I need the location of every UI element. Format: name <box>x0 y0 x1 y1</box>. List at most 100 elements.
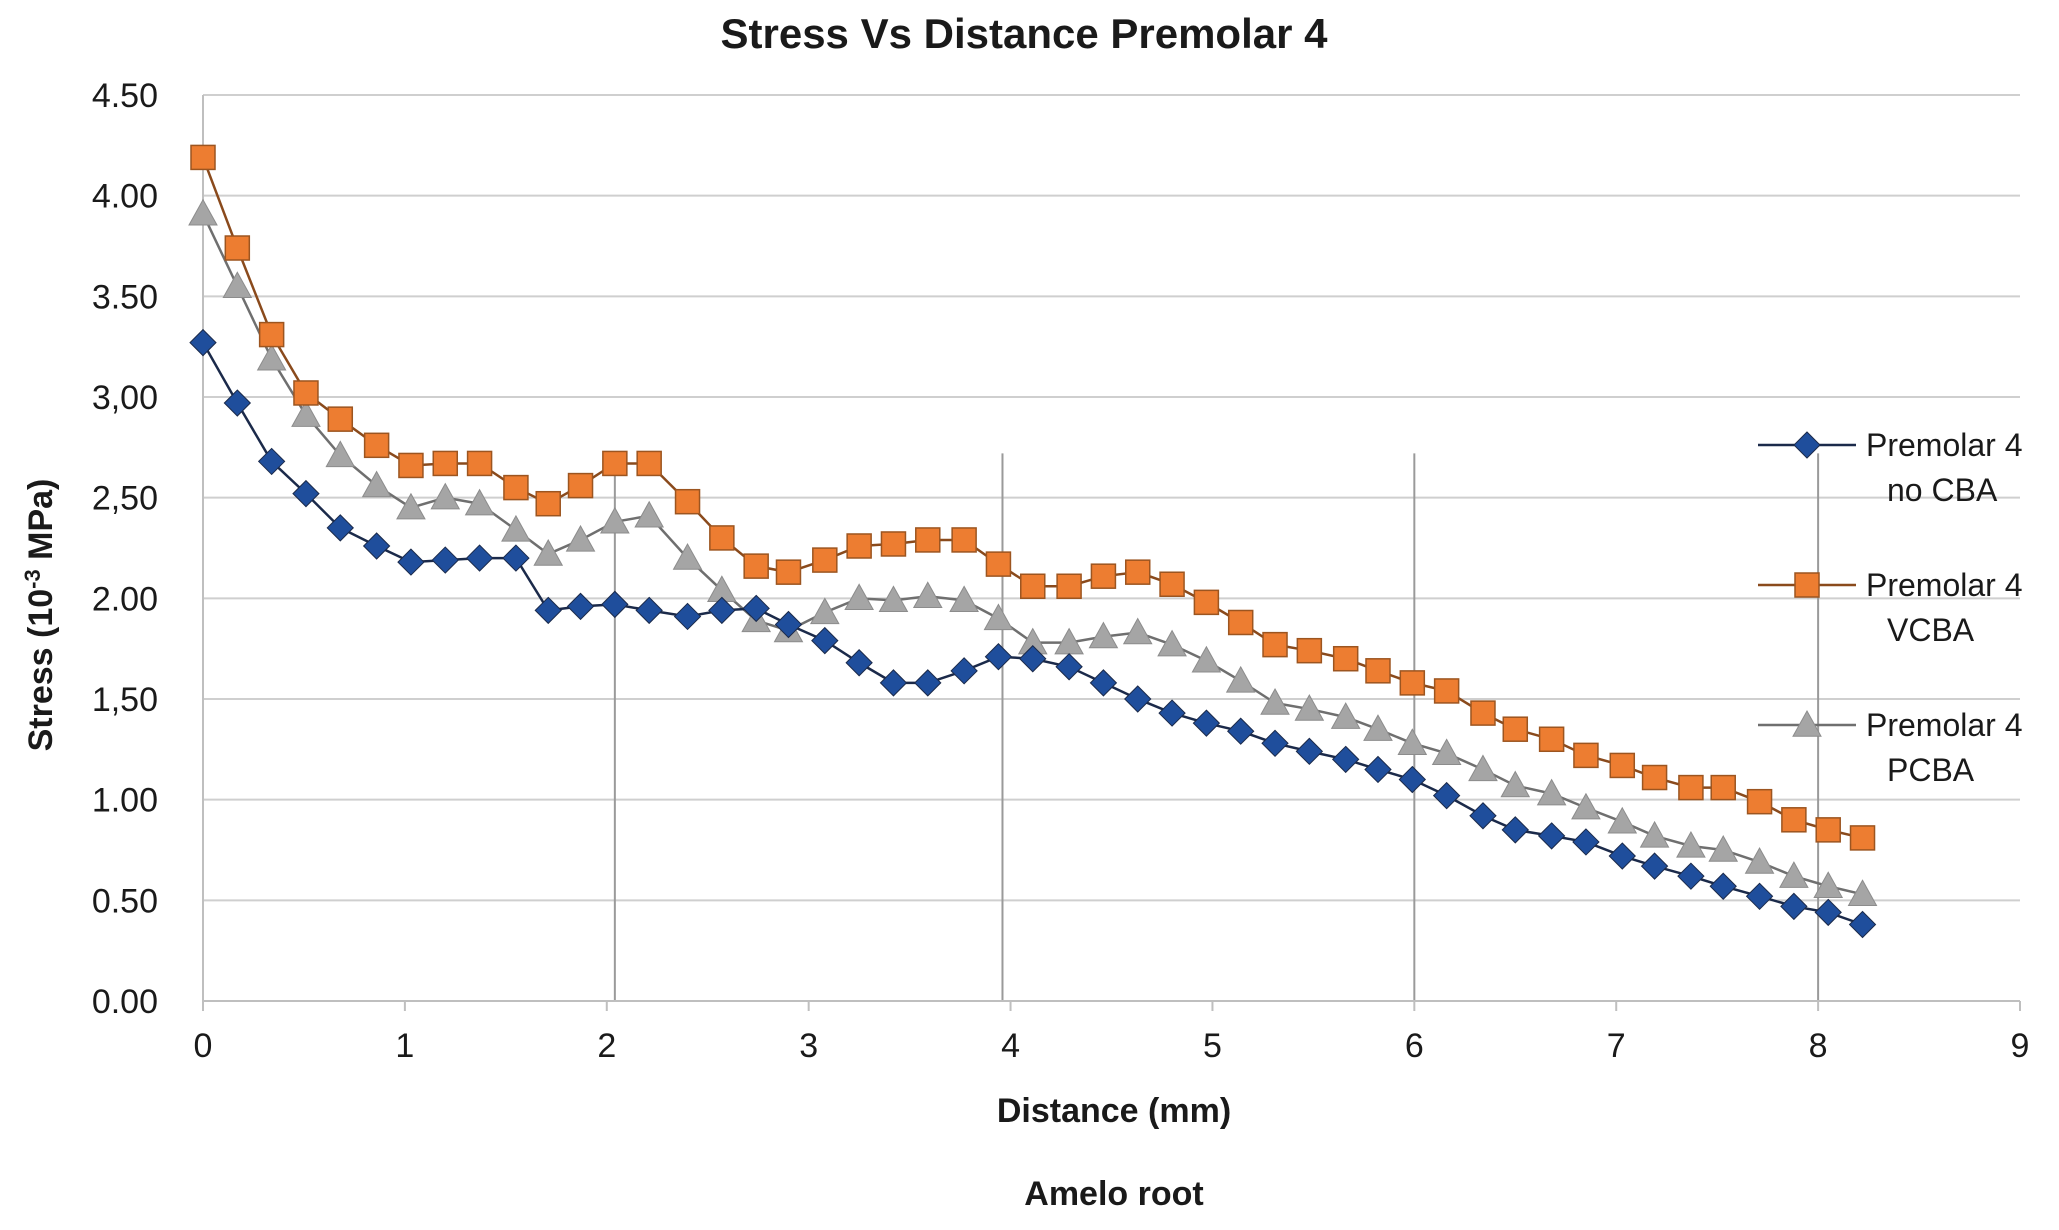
data-point <box>1432 781 1461 810</box>
data-point <box>256 343 287 371</box>
data-point <box>1399 670 1426 696</box>
data-point <box>1122 617 1153 645</box>
data-point <box>1262 631 1288 658</box>
data-point <box>1090 563 1117 589</box>
data-point <box>1502 716 1529 742</box>
data-point <box>1847 879 1878 906</box>
data-point <box>361 470 392 498</box>
data-point <box>1538 726 1565 753</box>
data-point <box>774 610 803 639</box>
data-point <box>1814 898 1842 927</box>
data-point <box>1500 770 1531 798</box>
data-point <box>1639 820 1670 848</box>
series-vcba <box>190 144 1876 851</box>
data-point <box>1536 778 1567 806</box>
data-point <box>635 596 663 625</box>
data-point <box>880 531 907 557</box>
data-point <box>1677 862 1705 890</box>
y-axis-title-prefix: Stress (10 <box>22 589 60 752</box>
data-point <box>258 321 285 348</box>
y-axis-title: Stress (10-3 MPa) <box>20 479 60 752</box>
x-tick-label: 6 <box>1405 1027 1424 1065</box>
data-point <box>1537 822 1566 850</box>
data-point <box>674 488 701 515</box>
data-point <box>1779 861 1809 888</box>
y-axis-title-suffix: MPa) <box>22 479 60 570</box>
data-point <box>1331 745 1360 774</box>
chart-title: Stress Vs Distance Premolar 4 <box>721 10 1329 57</box>
data-point <box>1744 847 1775 874</box>
legend-label: Premolar 4 <box>1866 427 2023 463</box>
data-point <box>602 450 628 477</box>
data-point <box>743 553 769 579</box>
data-point <box>397 548 425 576</box>
data-point <box>188 198 218 226</box>
x-tick-label: 0 <box>194 1027 213 1065</box>
data-point <box>1745 882 1774 911</box>
data-point <box>601 590 629 619</box>
y-tick-label: 2.00 <box>92 580 158 618</box>
data-point <box>501 514 531 542</box>
data-point <box>502 544 530 572</box>
data-point <box>1609 752 1636 779</box>
data-point <box>534 596 562 625</box>
data-point <box>1746 788 1773 815</box>
y-tick-label: 3.50 <box>92 278 158 316</box>
data-point <box>363 432 390 459</box>
data-point <box>600 506 630 534</box>
legend-label-sub: no CBA <box>1887 472 1998 508</box>
data-point <box>1470 700 1496 726</box>
data-point <box>1295 737 1324 766</box>
data-point <box>396 492 426 520</box>
data-point <box>466 450 493 477</box>
data-point <box>465 544 494 572</box>
data-point <box>1191 645 1222 673</box>
data-point <box>291 400 321 427</box>
data-point <box>1469 802 1497 830</box>
data-point <box>1365 658 1391 684</box>
data-point <box>1020 573 1046 600</box>
y-tick-labels: 0.00 0.50 1.00 1,50 2.00 2,50 3,00 3.50 4.00 4.50 <box>92 77 158 1021</box>
data-point <box>1641 764 1668 791</box>
data-point <box>293 380 319 406</box>
data-point <box>1431 738 1462 766</box>
data-point <box>1332 645 1359 672</box>
data-point <box>1397 728 1428 755</box>
legend-label-sub: PCBA <box>1887 752 1975 788</box>
data-point <box>742 594 770 623</box>
data-point <box>846 533 872 559</box>
data-point <box>1571 792 1601 820</box>
data-point <box>1364 755 1392 784</box>
data-point <box>1848 910 1877 939</box>
sub-caption: Amelo root <box>1024 1175 1203 1213</box>
data-point <box>812 547 838 573</box>
data-point <box>362 532 391 560</box>
data-point <box>432 450 459 477</box>
data-point <box>1608 842 1636 870</box>
data-point <box>912 581 943 609</box>
data-point <box>1607 806 1638 834</box>
data-point <box>326 514 354 542</box>
y-tick-label: 1.00 <box>92 782 158 820</box>
data-point <box>1813 871 1844 898</box>
data-point <box>292 479 320 508</box>
data-point <box>430 482 461 510</box>
series-layer <box>188 144 1878 939</box>
data-point <box>222 271 253 298</box>
data-point <box>1296 637 1323 664</box>
data-point <box>1709 872 1737 900</box>
data-point <box>636 450 662 477</box>
x-axis-title: Distance (mm) <box>997 1092 1231 1130</box>
data-point <box>1815 817 1841 843</box>
data-point <box>879 669 908 697</box>
data-point <box>844 583 874 611</box>
data-point <box>1708 834 1739 862</box>
data-point <box>634 500 665 528</box>
data-point <box>1019 645 1047 673</box>
data-point <box>190 144 216 171</box>
data-point <box>914 669 942 697</box>
data-point <box>1056 573 1082 600</box>
data-point <box>845 649 873 677</box>
data-point <box>1157 629 1187 657</box>
data-point <box>811 626 839 655</box>
